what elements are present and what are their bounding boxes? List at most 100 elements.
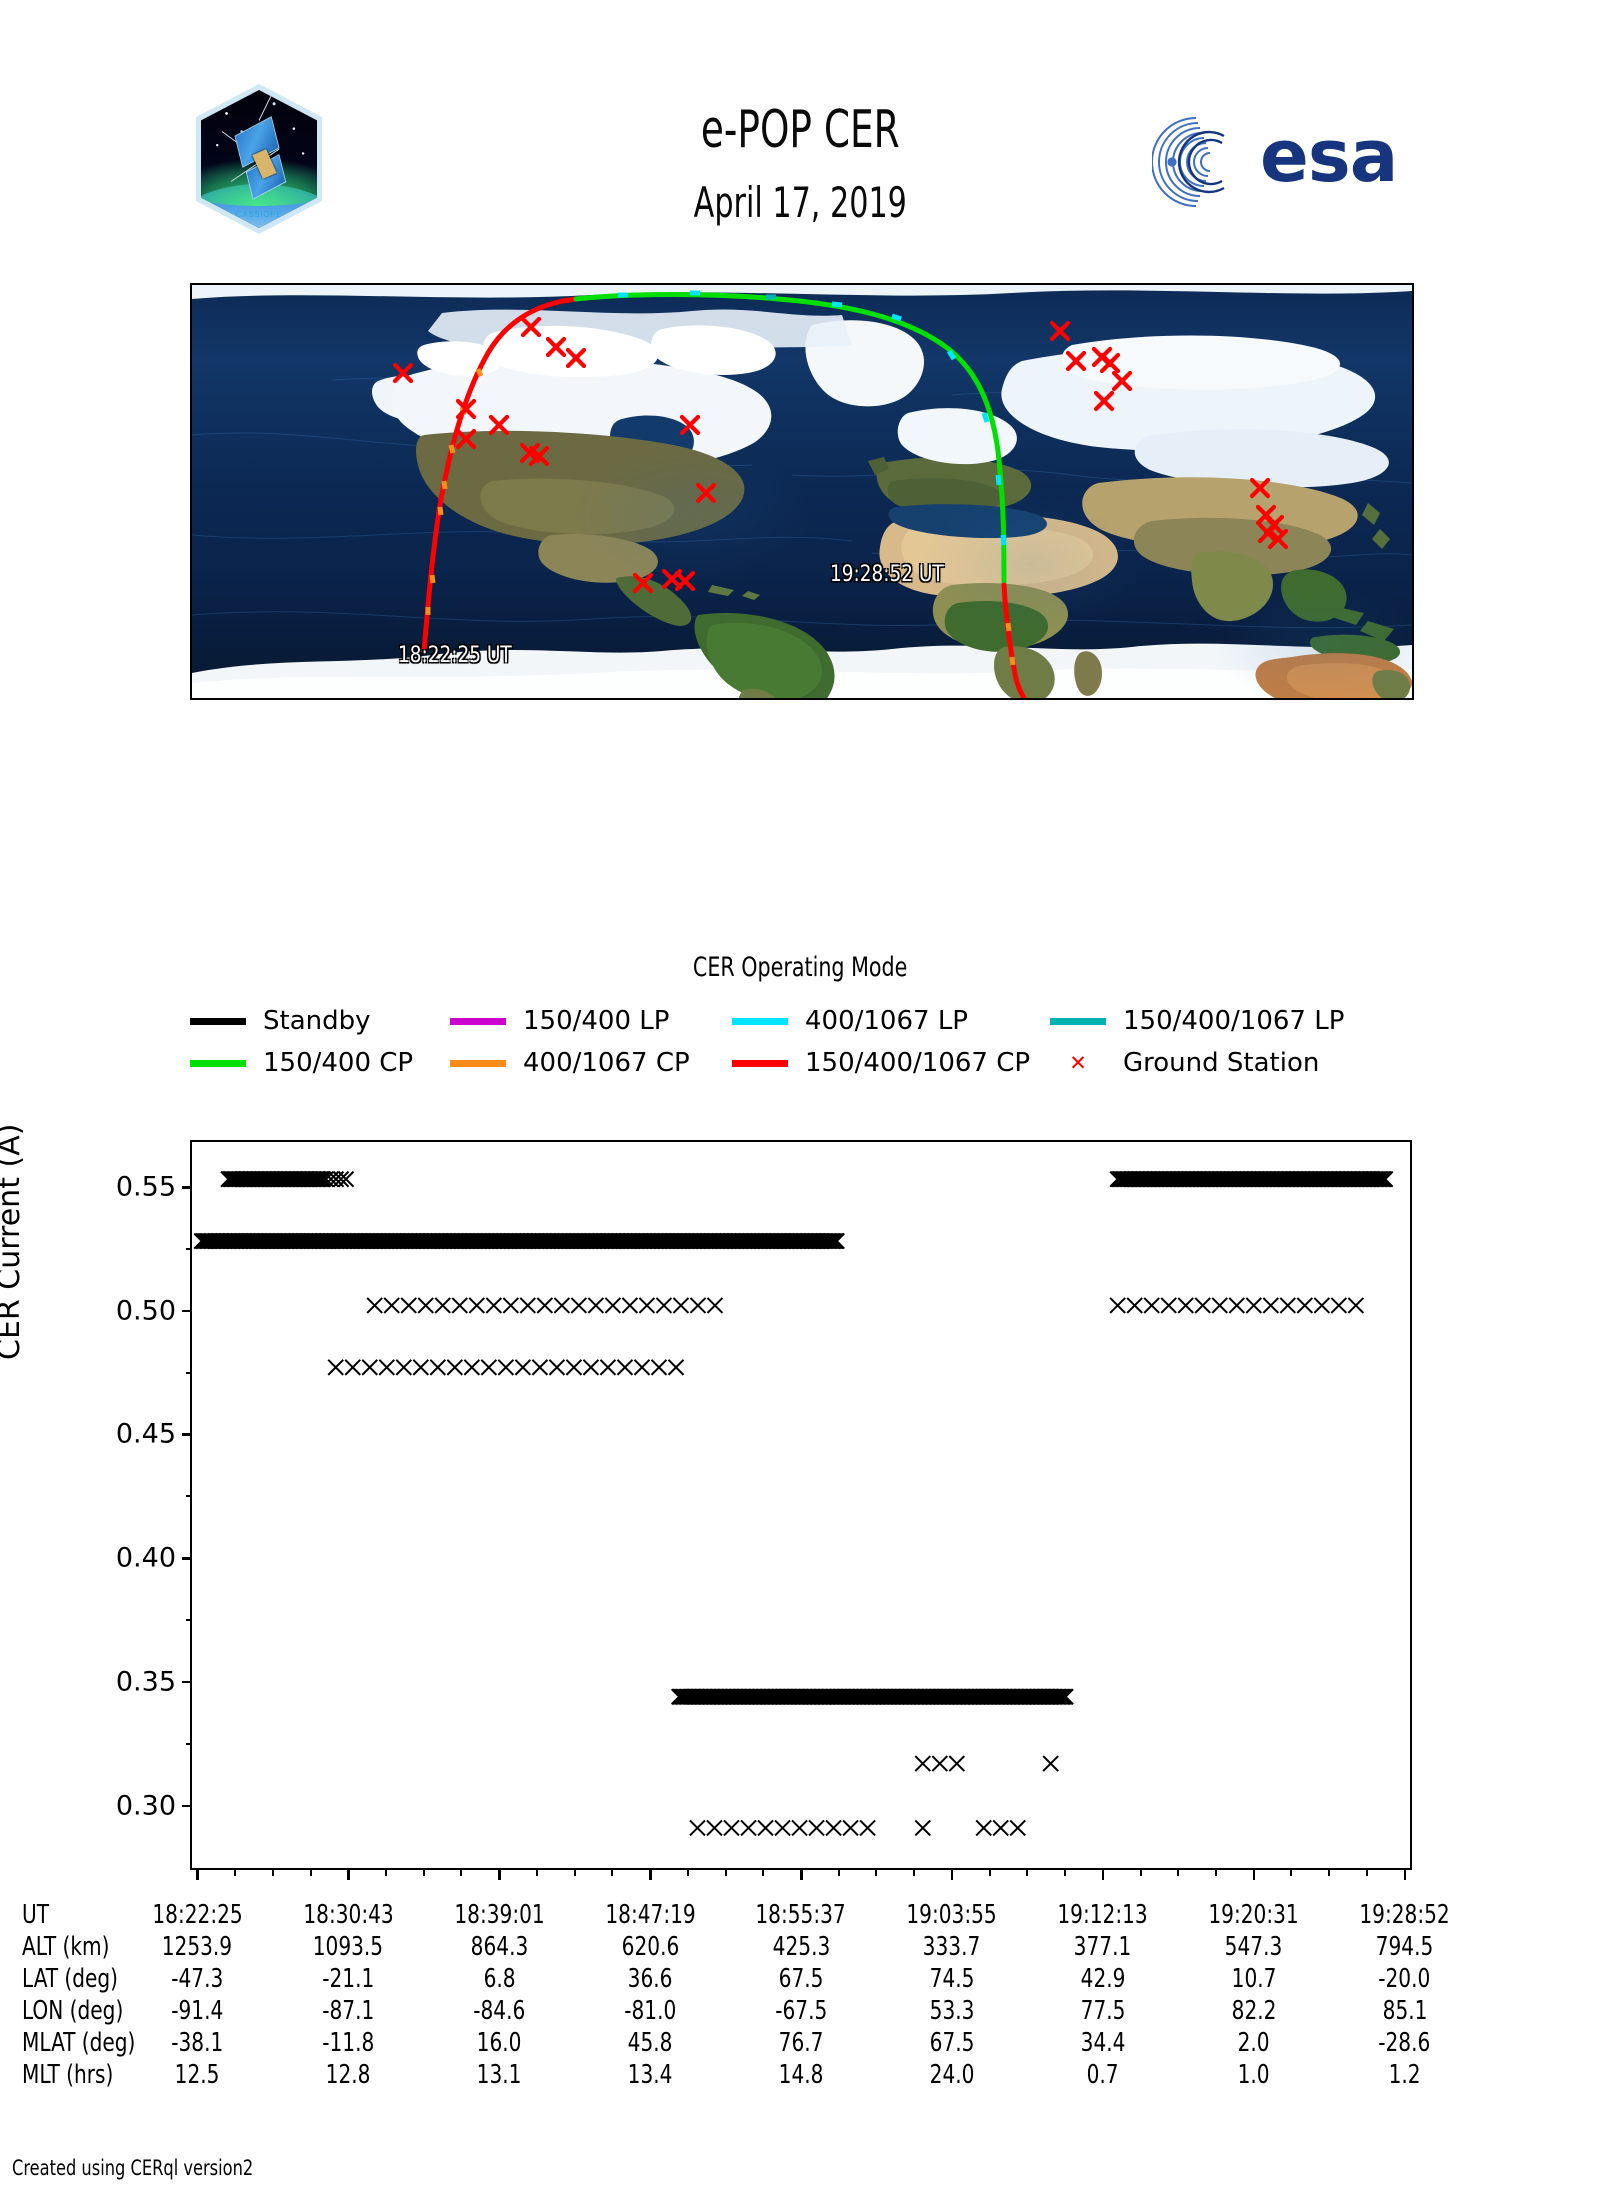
scatter-marker	[774, 1819, 791, 1837]
scatter-marker	[621, 1297, 639, 1314]
x-tick-minor	[573, 1870, 576, 1876]
scatter-marker	[655, 1297, 673, 1314]
scatter-marker	[587, 1297, 605, 1314]
scatter-marker	[412, 1359, 430, 1376]
legend-item-400-1067-lp[interactable]: 400/1067 LP	[732, 1006, 1050, 1036]
legend-title: CER Operating Mode	[692, 952, 908, 983]
scatter-marker	[536, 1297, 554, 1314]
y-tick-minor	[186, 1247, 191, 1250]
legend-label-150-400-lp: 150/400 LP	[523, 1006, 670, 1036]
scatter-marker	[948, 1755, 966, 1772]
x-tick-major	[1101, 1870, 1105, 1880]
scatter-marker	[531, 1359, 549, 1376]
table-cell: 794.5	[1375, 1932, 1434, 1962]
table-cell: 74.5	[929, 1964, 975, 1994]
table-cell: 1.0	[1237, 2060, 1270, 2090]
scatter-marker	[650, 1359, 668, 1376]
table-row: MLAT (deg) -38.1 -11.8 16.0 45.8 76.7 67.5 34.4…	[0, 2028, 1600, 2060]
cer-current-scatter-plot	[190, 1140, 1412, 1870]
table-cell: 16.0	[476, 2028, 522, 2058]
scatter-marker	[706, 1819, 723, 1837]
scatter-marker	[344, 1359, 361, 1376]
header: CASSIOPE e-POP CER April 17, 2019	[0, 0, 1600, 280]
legend-item-400-1067-cp[interactable]: 400/1067 CP	[450, 1048, 732, 1078]
table-cell: 53.3	[929, 1996, 975, 2026]
table-cell: 36.6	[627, 1964, 673, 1994]
table-cell: -38.1	[171, 2028, 224, 2058]
legend-item-standby[interactable]: Standby	[190, 1006, 450, 1036]
x-tick-major	[950, 1870, 954, 1880]
scatter-marker	[514, 1359, 532, 1376]
scatter-marker	[366, 1297, 383, 1314]
cassiope-logo-caption: CASSIOPE	[235, 210, 283, 219]
x-tick-minor	[762, 1870, 765, 1876]
legend-item-150-400-cp[interactable]: 150/400 CP	[190, 1048, 450, 1078]
table-cell: 333.7	[923, 1932, 981, 1962]
table-cell: 864.3	[470, 1932, 528, 1962]
orbit-segment-green	[573, 292, 1001, 454]
table-cell: 42.9	[1080, 1964, 1126, 1994]
orbit-orange-flecks	[425, 368, 1016, 666]
scatter-marker-group	[193, 1170, 1394, 1837]
scatter-marker	[825, 1819, 842, 1837]
scatter-marker	[1160, 1297, 1177, 1314]
table-cell: 19:03:55	[906, 1900, 998, 1930]
table-cell: 620.6	[621, 1932, 679, 1962]
scatter-marker	[604, 1297, 622, 1314]
y-tick-label: 0.40	[115, 1542, 176, 1574]
y-tick-minor	[186, 1619, 191, 1622]
table-cell: 85.1	[1382, 1996, 1428, 2026]
table-cell: 12.8	[325, 2060, 371, 2090]
y-tick-mark	[182, 1433, 191, 1436]
world-map-panel: 18:22:25 UT 19:28:52 UT	[190, 283, 1414, 700]
table-cell: 1093.5	[313, 1932, 384, 1962]
table-cell: 18:30:43	[303, 1900, 394, 1930]
scatter-marker	[1177, 1297, 1194, 1314]
table-cell: 0.7	[1086, 2060, 1119, 2090]
table-row-label: MLAT (deg)	[22, 2028, 136, 2058]
x-tick-major	[1403, 1870, 1407, 1880]
map-end-time-label: 19:28:52 UT	[830, 562, 944, 587]
orbit-segment-red-start	[421, 296, 579, 654]
scatter-marker	[570, 1297, 588, 1314]
legend-item-150-400-1067-cp[interactable]: 150/400/1067 CP	[732, 1048, 1050, 1078]
legend-item-ground-station[interactable]: ✕ Ground Station	[1050, 1048, 1319, 1078]
scatter-marker	[332, 1170, 350, 1188]
table-cell: 13.1	[476, 2060, 522, 2090]
scatter-marker	[1376, 1170, 1394, 1188]
orbit-track-overlay	[392, 290, 1289, 698]
table-row: MLT (hrs) 12.5 12.8 13.1 13.4 14.8 24.0 0.7 1.0 1…	[0, 2060, 1600, 2092]
scatter-marker	[451, 1297, 468, 1314]
legend-swatch-150-400-1067-cp	[732, 1059, 788, 1067]
table-cell: -28.6	[1378, 2028, 1431, 2058]
page-date-text: April 17, 2019	[693, 178, 907, 227]
scatter-marker	[468, 1297, 485, 1314]
y-tick-minor	[186, 1495, 191, 1498]
legend-item-150-400-lp[interactable]: 150/400 LP	[450, 1006, 732, 1036]
legend-item-150-400-1067-lp[interactable]: 150/400/1067 LP	[1050, 1006, 1344, 1036]
scatter-marker	[565, 1359, 583, 1376]
footer-credit: Created using CERql version2	[12, 2156, 254, 2180]
scatter-marker	[1211, 1297, 1228, 1314]
scatter-marker	[689, 1297, 707, 1314]
x-tick-minor	[234, 1870, 237, 1876]
table-cell: 10.7	[1231, 1964, 1277, 1994]
table-cell: 18:55:37	[755, 1900, 847, 1930]
legend-label-ground-station: Ground Station	[1123, 1048, 1320, 1078]
scatter-marker	[1262, 1297, 1280, 1314]
x-tick-minor	[271, 1870, 274, 1876]
legend-row-2: 150/400 CP 400/1067 CP 150/400/1067 CP ✕…	[190, 1042, 1420, 1084]
scatter-marker	[672, 1297, 690, 1314]
table-cell: 6.8	[483, 1964, 516, 1994]
table-cell: 18:47:19	[604, 1900, 696, 1930]
table-row-label: LON (deg)	[22, 1996, 124, 2026]
scatter-marker	[1313, 1297, 1331, 1314]
scatter-marker	[1009, 1819, 1026, 1837]
table-cell: -87.1	[322, 1996, 375, 2026]
scatter-marker	[1057, 1688, 1074, 1705]
scatter-marker	[706, 1297, 724, 1314]
scatter-marker	[314, 1170, 332, 1188]
x-tick-minor	[1328, 1870, 1331, 1876]
y-tick-mark	[182, 1680, 191, 1684]
table-cell: 82.2	[1231, 1996, 1277, 2026]
